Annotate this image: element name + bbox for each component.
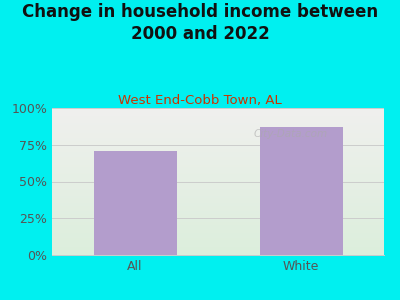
Bar [260, 127, 342, 255]
Bar [94, 152, 176, 255]
Text: Change in household income between
2000 and 2022: Change in household income between 2000 … [22, 3, 378, 43]
Text: West End-Cobb Town, AL: West End-Cobb Town, AL [118, 94, 282, 107]
Text: City-Data.com: City-Data.com [254, 130, 328, 140]
